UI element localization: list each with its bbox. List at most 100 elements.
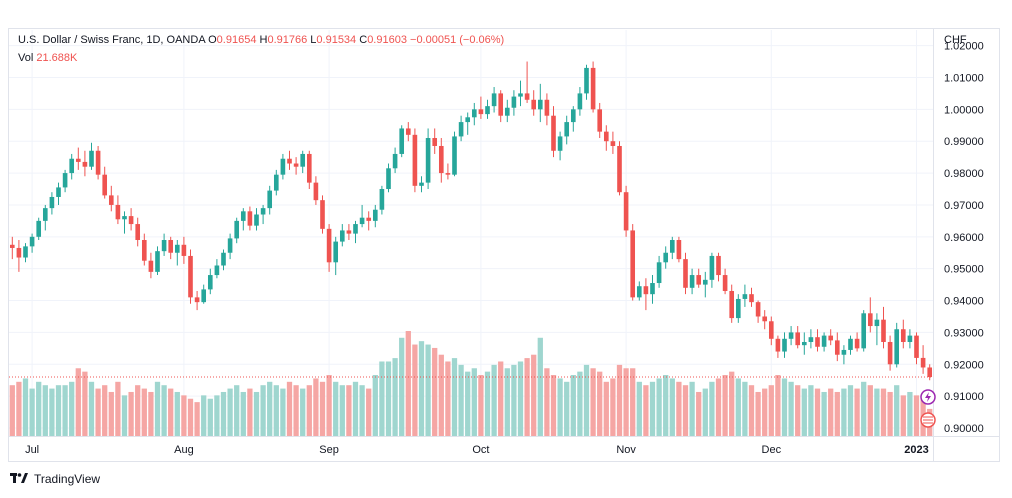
candle-body xyxy=(689,275,695,288)
candle-body xyxy=(821,335,827,347)
candle-body xyxy=(597,109,603,132)
volume-bar xyxy=(669,378,675,436)
volume-bar xyxy=(352,381,359,436)
candle-body xyxy=(722,275,728,291)
candle-body xyxy=(273,174,279,191)
candle-body xyxy=(498,93,504,116)
volume-bar xyxy=(260,385,266,436)
volume-bar xyxy=(887,391,893,436)
volume-bar xyxy=(729,371,735,436)
volume-bar xyxy=(880,388,887,436)
candle-body xyxy=(260,208,266,215)
candle-body xyxy=(735,298,741,319)
candle-body xyxy=(504,107,510,116)
candle-body xyxy=(287,158,292,164)
volume-bar xyxy=(907,391,913,436)
candle-body xyxy=(815,337,820,347)
volume-bar xyxy=(36,381,42,436)
candle-body xyxy=(749,294,754,303)
candle-body xyxy=(181,244,187,256)
candle-body xyxy=(795,332,801,346)
volume-bar xyxy=(676,381,682,436)
candle-body xyxy=(524,93,530,100)
candle-body xyxy=(405,128,411,135)
volume-bar xyxy=(894,385,900,436)
volume-bar xyxy=(623,368,629,436)
volume-bar xyxy=(801,388,807,436)
candle-body xyxy=(458,122,464,137)
candle-body xyxy=(643,286,649,295)
candle-body xyxy=(570,109,576,123)
candle-body xyxy=(194,297,200,303)
chart-frame xyxy=(8,28,1000,462)
candle-body xyxy=(867,313,873,327)
volume-bar xyxy=(227,388,233,436)
volume-bar xyxy=(484,371,491,436)
candle-body xyxy=(610,141,616,146)
volume-bar xyxy=(9,385,15,436)
candle-body xyxy=(379,189,385,210)
candle-body xyxy=(221,252,226,266)
candle-body xyxy=(452,136,457,175)
volume-bar xyxy=(29,388,35,436)
price-series xyxy=(9,61,933,381)
grid xyxy=(9,30,933,436)
candle-body xyxy=(900,329,906,342)
volume-bar xyxy=(834,391,840,436)
candle-body xyxy=(95,150,101,175)
symbol-name[interactable]: U.S. Dollar / Swiss Franc, 1D, OANDA xyxy=(18,34,206,46)
candle-body xyxy=(775,338,781,352)
candle-body xyxy=(102,174,108,196)
x-tick-label: Oct xyxy=(472,444,489,456)
volume-bar xyxy=(399,337,405,436)
y-tick-label: 0.90000 xyxy=(944,423,984,435)
volume-legend: Vol 21.688K xyxy=(18,52,77,64)
y-tick-label: 0.92000 xyxy=(944,359,984,371)
candle-body xyxy=(531,99,537,110)
x-tick-label: 2023 xyxy=(904,444,928,456)
volume-bar xyxy=(570,375,576,436)
tradingview-logo[interactable]: TradingView xyxy=(10,472,100,486)
ohlc-legend: U.S. Dollar / Swiss Franc, 1D, OANDA O0.… xyxy=(18,34,504,46)
volume-label[interactable]: Vol xyxy=(18,52,34,64)
candle-body xyxy=(702,279,708,285)
volume-bar xyxy=(16,381,22,436)
volume-bar xyxy=(346,385,352,436)
volume-bar xyxy=(517,361,524,436)
candle-body xyxy=(9,244,15,248)
volume-bar xyxy=(55,385,62,436)
candle-body xyxy=(716,255,721,276)
currency-label[interactable]: CHF xyxy=(944,34,967,46)
volume-bar xyxy=(504,368,510,436)
candle-body xyxy=(577,93,583,110)
candle-body xyxy=(491,93,497,107)
volume-bar xyxy=(557,378,563,436)
volume-bar xyxy=(207,398,213,436)
candle-body xyxy=(300,153,306,167)
y-tick-label: 0.93000 xyxy=(944,327,984,339)
volume-bar xyxy=(590,368,596,436)
volume-bar xyxy=(214,395,220,436)
candle-body xyxy=(518,93,523,97)
candle-body xyxy=(755,302,761,317)
candle-body xyxy=(240,211,246,221)
candle-body xyxy=(676,240,682,260)
candle-body xyxy=(359,217,365,225)
candle-body xyxy=(841,349,847,355)
candle-body xyxy=(564,122,570,137)
volume-bar xyxy=(121,395,128,436)
volume-bar xyxy=(333,381,339,436)
candle-body xyxy=(254,214,259,226)
candle-body xyxy=(122,216,127,220)
axes: 1.02000 1.01000 1.00000 0.99000 0.98000 0.970… xyxy=(9,29,1000,462)
volume-bar xyxy=(583,364,590,436)
x-tick-label: Dec xyxy=(762,444,782,456)
volume-bar xyxy=(181,395,187,436)
volume-bar xyxy=(874,388,880,436)
candle-body xyxy=(49,196,55,209)
volume-bar xyxy=(696,391,702,436)
candle-body xyxy=(227,238,233,253)
volume-bar xyxy=(88,381,95,436)
candle-body xyxy=(214,265,220,276)
